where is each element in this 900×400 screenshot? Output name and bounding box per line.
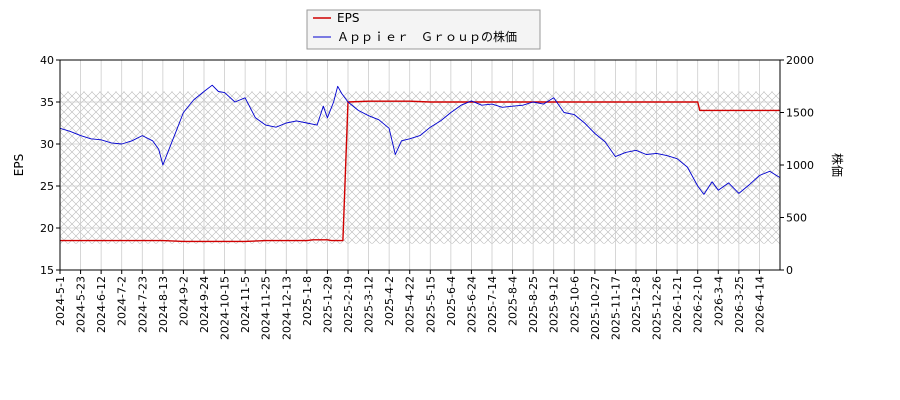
- x-tick-label: 2025-8-25: [527, 276, 540, 333]
- hatched-range-band: [60, 91, 780, 244]
- x-tick-label: 2025-12-26: [651, 276, 664, 340]
- y-right-tick-label: 1000: [786, 159, 814, 172]
- y-left-tick-label: 20: [40, 222, 54, 235]
- y-right-tick-label: 0: [786, 264, 793, 277]
- x-tick-label: 2026-3-4: [712, 276, 725, 326]
- y-left-tick-label: 35: [40, 96, 54, 109]
- x-tick-label: 2025-3-12: [363, 276, 376, 333]
- legend-price-label: Ａｐｐｉｅｒ Ｇｒｏｕｐの株価: [337, 29, 517, 44]
- x-tick-label: 2025-4-2: [383, 276, 396, 326]
- x-tick-label: 2025-1-8: [301, 276, 314, 326]
- x-tick-label: 2024-7-23: [136, 276, 149, 333]
- x-tick-label: 2024-6-12: [95, 276, 108, 333]
- x-tick-label: 2024-5-23: [75, 276, 88, 333]
- x-tick-label: 2024-12-13: [280, 276, 293, 340]
- legend-eps-label: EPS: [337, 11, 359, 25]
- x-tick-label: 2025-7-14: [486, 276, 499, 333]
- x-tick-label: 2026-2-10: [692, 276, 705, 333]
- x-tick-label: 2024-5-1: [54, 276, 67, 326]
- x-tick-label: 2025-6-4: [445, 276, 458, 326]
- x-tick-label: 2025-1-29: [321, 276, 334, 333]
- x-axis: 2024-5-1 2024-5-23 2024-6-12 2024-7-2 2024-7…: [54, 270, 766, 340]
- legend-box: [306, 9, 541, 50]
- grid-lines: [59, 59, 780, 271]
- x-tick-label: 2025-9-12: [548, 276, 561, 333]
- y-right-tick-label: 2000: [786, 54, 814, 67]
- y-left-tick-label: 40: [40, 54, 54, 67]
- x-tick-label: 2025-5-15: [424, 276, 437, 333]
- x-tick-label: 2025-10-6: [568, 276, 581, 333]
- x-tick-label: 2025-10-27: [589, 276, 602, 340]
- y-right-tick-label: 500: [786, 212, 807, 225]
- y-left-tick-label: 15: [40, 264, 54, 277]
- x-tick-label: 2024-9-24: [198, 276, 211, 333]
- y-left-axis: 15 20 25 30 35 40: [40, 54, 60, 277]
- price-line: [60, 84, 780, 195]
- x-tick-label: 2025-2-19: [342, 276, 355, 333]
- y-left-tick-label: 25: [40, 180, 54, 193]
- y-right-axis-title: 株価: [830, 153, 845, 177]
- x-tick-label: 2026-4-14: [753, 276, 766, 333]
- x-tick-label: 2024-11-5: [239, 276, 252, 333]
- x-tick-label: 2026-3-25: [733, 276, 746, 333]
- x-tick-label: 2024-11-25: [260, 276, 273, 340]
- series-lines: [60, 84, 780, 243]
- x-tick-label: 2025-8-4: [507, 276, 520, 326]
- x-tick-label: 2024-8-13: [157, 276, 170, 333]
- eps-line: [60, 100, 780, 243]
- y-right-axis: 0 500 1000 1500 2000: [780, 54, 814, 277]
- x-tick-label: 2024-9-2: [177, 276, 190, 326]
- x-tick-label: 2025-4-22: [404, 276, 417, 333]
- x-tick-label: 2024-7-2: [116, 276, 129, 326]
- x-tick-label: 2024-10-15: [219, 276, 232, 340]
- x-tick-label: 2025-12-8: [630, 276, 643, 333]
- x-tick-label: 2025-11-17: [609, 276, 622, 340]
- y-right-tick-label: 1500: [786, 107, 814, 120]
- legend: EPS Ａｐｐｉｅｒ Ｇｒｏｕｐの株価: [306, 9, 541, 50]
- y-left-tick-label: 30: [40, 138, 54, 151]
- x-tick-label: 2025-6-24: [465, 276, 478, 333]
- x-tick-label: 2026-1-21: [671, 276, 684, 333]
- y-left-axis-title: EPS: [12, 154, 26, 176]
